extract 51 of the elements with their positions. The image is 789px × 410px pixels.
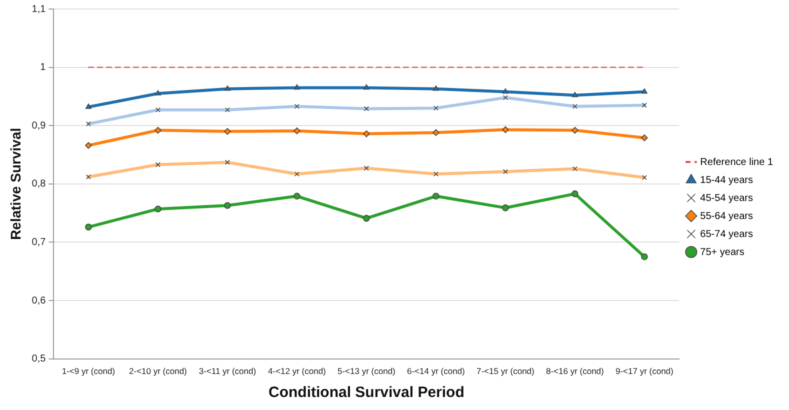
x-tick-label: 7-<15 yr (cond) bbox=[476, 366, 535, 376]
y-tick-label: 0,5 bbox=[32, 354, 46, 365]
point bbox=[294, 192, 300, 200]
y-tick-label: 1 bbox=[40, 62, 46, 74]
legend-label: Reference line 1 bbox=[700, 156, 774, 168]
point bbox=[294, 127, 300, 134]
x-tick-label: 8-<16 yr (cond) bbox=[546, 366, 604, 376]
y-tick-label: 1,1 bbox=[32, 4, 46, 15]
point bbox=[154, 90, 161, 96]
point bbox=[572, 92, 578, 98]
legend-label: 65-74 years bbox=[700, 228, 753, 240]
point bbox=[363, 84, 370, 90]
point bbox=[641, 253, 648, 260]
x-tick-label: 5-<13 yr (cond) bbox=[338, 366, 396, 376]
point bbox=[85, 224, 92, 230]
y-tick-label: 0,8 bbox=[32, 178, 46, 190]
x-tick-label: 9-<17 yr (cond) bbox=[615, 366, 674, 376]
point bbox=[85, 104, 92, 109]
point bbox=[363, 130, 370, 138]
point bbox=[224, 85, 230, 91]
y-axis-title: Relative Survival bbox=[7, 128, 24, 240]
x-tick-label: 4-<12 yr (cond) bbox=[268, 366, 326, 376]
point bbox=[154, 126, 162, 134]
legend-label: 75+ years bbox=[700, 246, 744, 258]
point bbox=[432, 129, 440, 136]
point bbox=[572, 190, 578, 198]
x-tick-label: 1-<9 yr (cond) bbox=[62, 366, 116, 376]
point bbox=[224, 128, 231, 135]
point bbox=[224, 202, 231, 209]
point bbox=[363, 214, 370, 222]
point bbox=[572, 126, 578, 134]
y-tick-label: 0,6 bbox=[32, 295, 46, 306]
x-tick-label: 6-<14 yr (cond) bbox=[407, 366, 466, 376]
legend-label: 15-44 years bbox=[700, 174, 753, 186]
point bbox=[432, 192, 440, 200]
point bbox=[432, 85, 439, 91]
point bbox=[85, 142, 92, 149]
x-tick-label: 2-<10 yr (cond) bbox=[129, 366, 188, 376]
point bbox=[502, 204, 509, 212]
legend-label: 55-64 years bbox=[700, 210, 753, 222]
legend-label: 45-54 years bbox=[700, 192, 753, 204]
point bbox=[154, 206, 162, 212]
x-tick-label: 3-<11 yr (cond) bbox=[198, 366, 256, 376]
point bbox=[502, 88, 508, 94]
point bbox=[502, 126, 509, 134]
y-tick-label: 0,9 bbox=[32, 120, 46, 132]
point bbox=[641, 88, 648, 94]
point bbox=[294, 84, 300, 90]
point bbox=[641, 134, 648, 142]
y-tick-label: 0,7 bbox=[32, 236, 46, 248]
x-axis-title: Conditional Survival Period bbox=[268, 384, 464, 402]
